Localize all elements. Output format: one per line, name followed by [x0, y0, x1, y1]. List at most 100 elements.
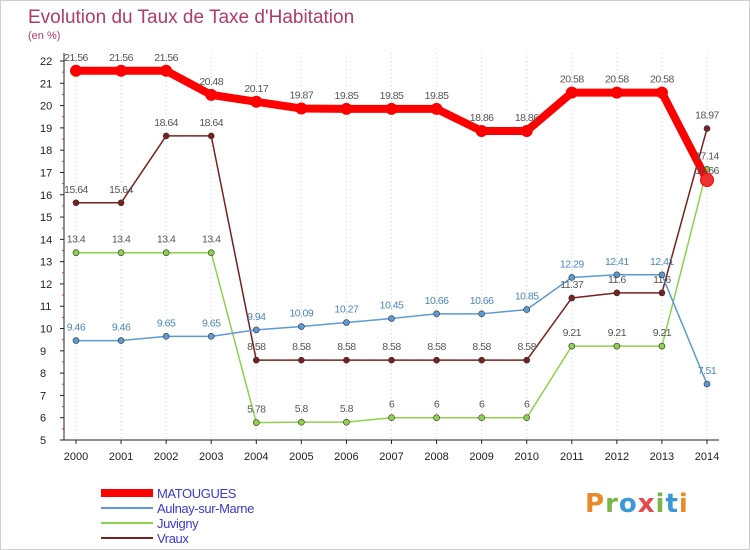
data-label: 9.65: [202, 317, 221, 329]
data-point: [115, 64, 128, 77]
data-point: [160, 64, 173, 77]
y-tick-label: 5: [40, 435, 46, 447]
data-label: 8.58: [337, 341, 356, 353]
x-tick-label: 2005: [289, 451, 313, 463]
data-point: [433, 356, 440, 364]
data-point: [385, 102, 398, 115]
data-label: 9.65: [157, 317, 176, 329]
data-label: 9.94: [247, 311, 266, 323]
data-label: 13.4: [112, 234, 131, 246]
y-tick-label: 10: [40, 324, 52, 336]
data-label: 8.58: [292, 341, 311, 353]
logo-letter: x: [637, 489, 656, 519]
logo-letter: r: [605, 489, 619, 519]
data-point: [433, 414, 440, 422]
data-label: 10.66: [470, 295, 494, 307]
data-point: [568, 294, 576, 302]
data-point: [433, 310, 440, 318]
y-tick-label: 14: [40, 234, 52, 246]
data-label: 20.58: [605, 74, 629, 86]
data-point: [430, 102, 443, 115]
data-point: [565, 86, 578, 99]
series-line: [76, 169, 708, 424]
data-point: [252, 356, 260, 364]
data-point: [298, 418, 305, 426]
data-label: 19.85: [335, 90, 359, 102]
data-point: [655, 86, 668, 99]
logo-letter: P: [585, 489, 606, 519]
data-label: 9.21: [563, 327, 582, 339]
data-label: 21.56: [154, 52, 178, 64]
data-label: 18.64: [154, 117, 178, 129]
data-point: [478, 356, 485, 364]
data-point: [613, 289, 621, 297]
logo-letter: i: [655, 489, 666, 519]
data-label: 10.66: [425, 295, 449, 307]
data-point: [252, 326, 260, 334]
data-label: 15.64: [109, 184, 133, 196]
data-point: [207, 132, 215, 140]
data-point: [117, 249, 125, 257]
y-tick-label: 11: [40, 301, 51, 313]
data-point: [295, 102, 308, 115]
data-point: [658, 289, 666, 297]
data-point: [700, 173, 714, 188]
data-point: [703, 125, 711, 132]
data-point: [207, 333, 215, 340]
x-tick-label: 2001: [109, 451, 133, 463]
data-point: [298, 323, 305, 330]
data-label: 20.17: [244, 83, 268, 95]
data-label: 18.97: [695, 110, 719, 122]
data-label: 12.41: [650, 256, 674, 268]
data-label: 19.85: [380, 90, 404, 102]
data-label: 6: [434, 399, 440, 411]
data-point: [72, 199, 80, 207]
data-point: [478, 310, 485, 318]
data-label: 17.14: [695, 150, 719, 162]
data-label: 8.58: [517, 341, 536, 353]
data-point: [207, 249, 215, 257]
data-point: [388, 414, 395, 422]
x-tick-label: 2011: [560, 451, 584, 463]
data-label: 6: [389, 399, 395, 411]
data-label: 18.86: [515, 112, 539, 124]
data-point: [658, 342, 666, 350]
data-label: 9.21: [608, 327, 627, 339]
data-label: 9.46: [67, 322, 86, 334]
y-tick-label: 7: [40, 390, 46, 402]
data-label: 15.64: [64, 184, 88, 196]
data-point: [388, 356, 395, 364]
data-point: [568, 274, 576, 281]
data-label: 20.58: [560, 74, 584, 86]
data-point: [343, 356, 350, 364]
data-point: [610, 86, 623, 99]
data-label: 7.51: [698, 365, 717, 377]
legend-label: Juvigny: [157, 516, 199, 531]
data-point: [250, 95, 263, 108]
data-point: [117, 337, 125, 344]
data-point: [162, 333, 170, 340]
data-point: [520, 125, 533, 138]
data-label: 10.85: [515, 291, 539, 303]
data-point: [340, 102, 353, 115]
data-point: [703, 380, 711, 388]
chart-unit: (en %): [28, 30, 61, 42]
y-tick-label: 6: [40, 413, 46, 425]
data-label: 9.46: [112, 322, 131, 334]
y-tick-label: 18: [40, 145, 52, 157]
data-point: [475, 125, 488, 138]
logo-letter: i: [678, 489, 689, 519]
x-tick-label: 2008: [424, 451, 448, 463]
data-label: 5.8: [340, 403, 354, 415]
logo-letter: o: [618, 489, 638, 519]
x-tick-label: 2002: [154, 451, 178, 463]
data-point: [162, 249, 170, 257]
chart-title: Evolution du Taux de Taxe d'Habitation: [28, 7, 355, 28]
data-point: [162, 132, 170, 140]
data-label: 19.87: [289, 89, 313, 101]
data-point: [613, 271, 621, 279]
data-point: [388, 315, 395, 322]
data-point: [343, 319, 350, 326]
legend-label: MATOUGUES: [157, 486, 237, 501]
